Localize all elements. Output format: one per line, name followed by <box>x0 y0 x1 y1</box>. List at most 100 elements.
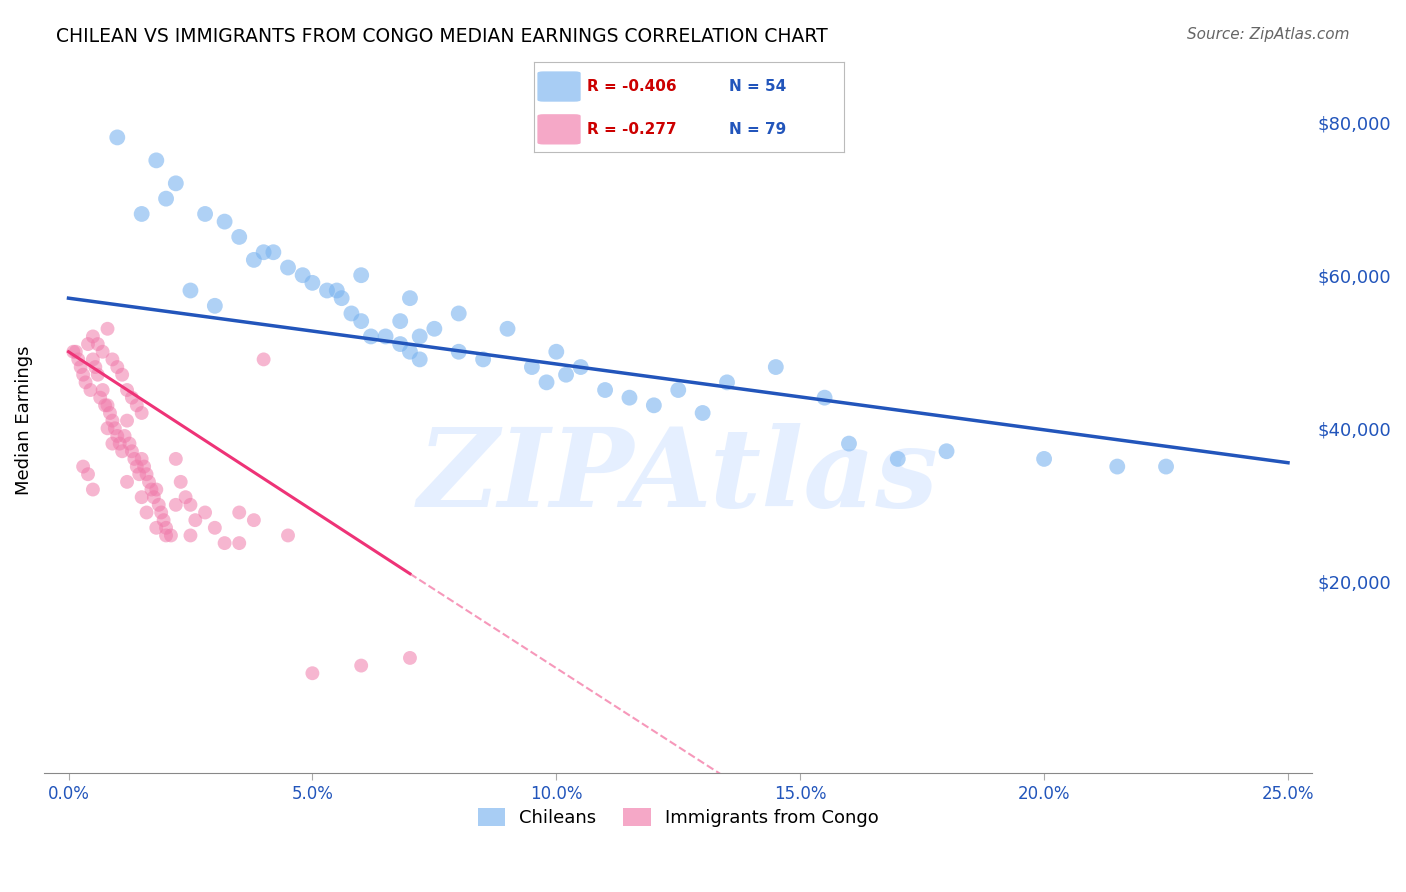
Point <box>89 391 111 405</box>
Point <box>148 498 170 512</box>
Point <box>1154 459 1177 474</box>
Point <box>409 352 432 367</box>
Point <box>121 391 143 405</box>
Point <box>243 513 266 527</box>
Point <box>593 383 616 397</box>
Point <box>104 421 127 435</box>
Point <box>214 214 236 228</box>
FancyBboxPatch shape <box>537 71 581 102</box>
Point <box>145 521 167 535</box>
Point <box>360 329 382 343</box>
Point <box>87 368 110 382</box>
Point <box>555 368 578 382</box>
Point <box>316 284 339 298</box>
Point <box>108 436 131 450</box>
Point <box>399 651 422 665</box>
Point <box>125 459 148 474</box>
Point <box>252 245 274 260</box>
Point <box>131 490 153 504</box>
Point <box>72 368 94 382</box>
Point <box>536 376 558 390</box>
Point <box>228 506 250 520</box>
Point <box>277 260 299 275</box>
Point <box>105 429 128 443</box>
Point <box>87 337 110 351</box>
Point <box>115 475 138 489</box>
Text: Source: ZipAtlas.com: Source: ZipAtlas.com <box>1187 27 1350 42</box>
Point <box>472 352 495 367</box>
Point <box>184 513 207 527</box>
Point <box>155 528 177 542</box>
Point <box>179 528 201 542</box>
Point <box>374 329 396 343</box>
Point <box>77 337 100 351</box>
Point <box>643 398 665 412</box>
FancyBboxPatch shape <box>537 114 581 145</box>
Point <box>423 322 446 336</box>
Point <box>194 207 217 221</box>
Point <box>128 467 150 482</box>
Point <box>838 436 860 450</box>
Point <box>152 513 174 527</box>
Point <box>96 421 118 435</box>
Point <box>150 506 173 520</box>
Point <box>350 314 373 328</box>
Point <box>121 444 143 458</box>
Point <box>389 314 412 328</box>
Point <box>291 268 314 283</box>
Point <box>399 344 422 359</box>
Point <box>301 666 323 681</box>
Point <box>62 344 84 359</box>
Point <box>101 436 124 450</box>
Point <box>330 291 353 305</box>
Point <box>132 459 155 474</box>
Point <box>155 192 177 206</box>
Point <box>84 359 107 374</box>
Point <box>179 498 201 512</box>
Point <box>399 291 422 305</box>
Point <box>1107 459 1129 474</box>
Point <box>447 306 470 320</box>
Point <box>326 284 349 298</box>
Point <box>409 329 432 343</box>
Point <box>228 536 250 550</box>
Point <box>179 284 201 298</box>
Point <box>145 153 167 168</box>
Point <box>101 352 124 367</box>
Point <box>124 451 146 466</box>
Point <box>101 414 124 428</box>
Text: R = -0.406: R = -0.406 <box>586 79 676 94</box>
Point <box>118 436 141 450</box>
Point <box>160 528 183 542</box>
Point <box>138 475 160 489</box>
Point <box>115 383 138 397</box>
Point <box>82 329 104 343</box>
Point <box>142 490 165 504</box>
Point <box>228 230 250 244</box>
Point <box>111 444 134 458</box>
Point <box>887 451 910 466</box>
Point <box>546 344 568 359</box>
Point <box>165 177 187 191</box>
Point <box>214 536 236 550</box>
Point <box>98 406 121 420</box>
Point <box>91 344 114 359</box>
Point <box>145 483 167 497</box>
Point <box>619 391 641 405</box>
Point <box>67 352 90 367</box>
Point <box>716 376 738 390</box>
Point <box>204 521 226 535</box>
Point <box>1033 451 1056 466</box>
Point <box>111 368 134 382</box>
Text: N = 54: N = 54 <box>730 79 786 94</box>
Point <box>125 398 148 412</box>
Text: N = 79: N = 79 <box>730 122 786 136</box>
Point <box>765 359 787 374</box>
Point <box>135 467 157 482</box>
Point <box>69 359 91 374</box>
Point <box>79 383 101 397</box>
Point <box>96 398 118 412</box>
Point <box>131 406 153 420</box>
Point <box>141 483 163 497</box>
Point <box>155 521 177 535</box>
